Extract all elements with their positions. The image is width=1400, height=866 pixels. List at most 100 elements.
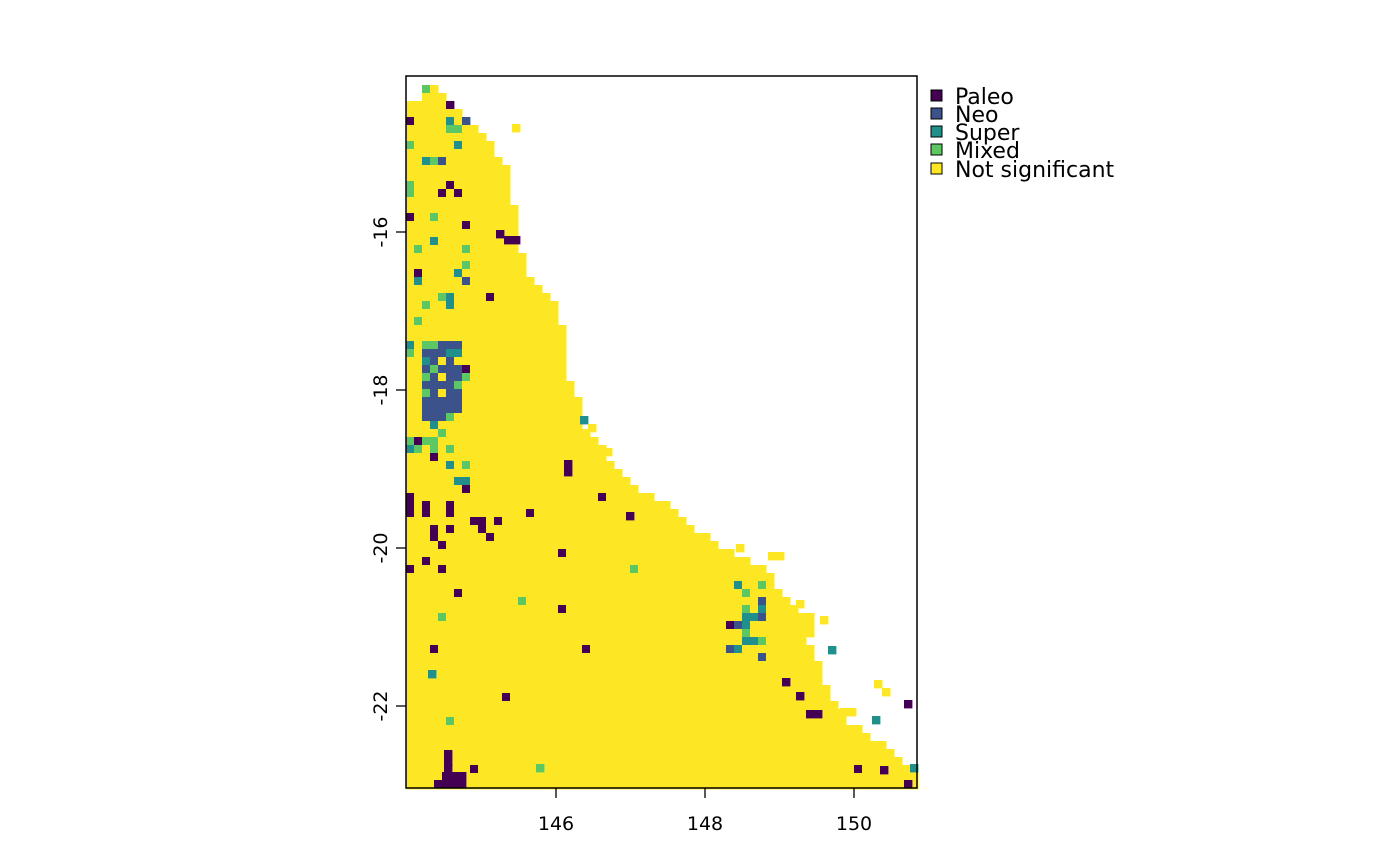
raster-cell xyxy=(454,349,463,358)
raster-cell xyxy=(454,517,463,526)
raster-cell xyxy=(438,309,447,318)
raster-cell xyxy=(486,397,495,406)
raster-cell xyxy=(542,429,551,438)
raster-cell xyxy=(894,781,903,790)
raster-cell xyxy=(766,733,775,742)
raster-cell xyxy=(558,597,567,606)
raster-cell xyxy=(478,253,487,262)
raster-cell xyxy=(454,301,463,310)
raster-cell xyxy=(526,709,535,718)
raster-cell xyxy=(534,533,543,542)
raster-cell xyxy=(486,421,495,430)
raster-cell xyxy=(462,757,471,766)
raster-cell xyxy=(462,253,471,262)
raster-cell xyxy=(414,253,423,262)
raster-cell xyxy=(590,629,599,638)
raster-cell xyxy=(550,685,559,694)
raster-cell xyxy=(630,757,639,766)
raster-cell xyxy=(430,309,439,318)
raster-cell xyxy=(494,213,503,222)
raster-cell xyxy=(534,461,543,470)
raster-cell xyxy=(574,725,583,734)
raster-cell xyxy=(590,477,599,486)
raster-cell xyxy=(446,605,455,614)
raster-cell xyxy=(438,557,447,566)
raster-cell xyxy=(518,669,527,678)
raster-cell xyxy=(510,709,519,718)
raster-cell xyxy=(406,485,415,494)
raster-cell xyxy=(414,277,423,286)
raster-cell xyxy=(478,573,487,582)
raster-cell xyxy=(430,221,439,230)
raster-cell xyxy=(598,533,607,542)
raster-cell xyxy=(422,461,431,470)
raster-cell xyxy=(414,645,423,654)
raster-cell xyxy=(574,621,583,630)
raster-cell xyxy=(438,413,447,422)
raster-cell xyxy=(822,757,831,766)
raster-cell xyxy=(614,685,623,694)
raster-cell xyxy=(502,509,511,518)
raster-cell xyxy=(574,573,583,582)
raster-cell xyxy=(462,381,471,390)
raster-cell xyxy=(542,581,551,590)
raster-cell xyxy=(574,421,583,430)
raster-cell xyxy=(446,629,455,638)
raster-cell xyxy=(430,541,439,550)
raster-cell xyxy=(534,709,543,718)
raster-cell xyxy=(494,453,503,462)
raster-cell xyxy=(414,485,423,494)
raster-cell xyxy=(422,581,431,590)
raster-cell xyxy=(430,413,439,422)
raster-cell xyxy=(718,765,727,774)
raster-cell xyxy=(542,637,551,646)
raster-cell xyxy=(686,621,695,630)
raster-cell xyxy=(478,613,487,622)
raster-cell xyxy=(574,637,583,646)
raster-cell xyxy=(430,301,439,310)
raster-cell xyxy=(518,333,527,342)
raster-cell xyxy=(758,661,767,670)
raster-cell xyxy=(502,173,511,182)
raster-cell xyxy=(534,565,543,574)
raster-cell xyxy=(822,741,831,750)
raster-cell xyxy=(638,493,647,502)
raster-cell xyxy=(470,533,479,542)
legend: Paleo Neo Super Mixed Not significant xyxy=(930,85,1115,183)
raster-cell xyxy=(686,781,695,790)
raster-cell xyxy=(846,773,855,782)
raster-cell xyxy=(518,421,527,430)
raster-cell xyxy=(446,477,455,486)
raster-cell xyxy=(646,733,655,742)
raster-cell xyxy=(438,245,447,254)
raster-cell xyxy=(726,629,735,638)
raster-cell xyxy=(510,621,519,630)
raster-cell xyxy=(534,501,543,510)
raster-cell xyxy=(486,757,495,766)
raster-cell xyxy=(414,229,423,238)
raster-cell xyxy=(422,349,431,358)
raster-cell xyxy=(662,709,671,718)
raster-cell xyxy=(422,373,431,382)
raster-cell xyxy=(686,701,695,710)
raster-cell xyxy=(414,141,423,150)
raster-cell xyxy=(414,741,423,750)
raster-cell xyxy=(512,236,521,245)
raster-cell xyxy=(798,685,807,694)
raster-cell xyxy=(478,541,487,550)
raster-cell xyxy=(518,453,527,462)
raster-cell xyxy=(582,677,591,686)
raster-cell xyxy=(558,765,567,774)
raster-cell xyxy=(430,613,439,622)
raster-cell xyxy=(766,645,775,654)
raster-cell xyxy=(444,764,453,773)
raster-cell xyxy=(638,645,647,654)
raster-cell xyxy=(486,173,495,182)
raster-cell xyxy=(702,725,711,734)
raster-cell xyxy=(550,773,559,782)
raster-cell xyxy=(614,557,623,566)
raster-cell xyxy=(566,421,575,430)
raster-cell xyxy=(686,749,695,758)
raster-cell xyxy=(518,485,527,494)
raster-cell xyxy=(550,429,559,438)
